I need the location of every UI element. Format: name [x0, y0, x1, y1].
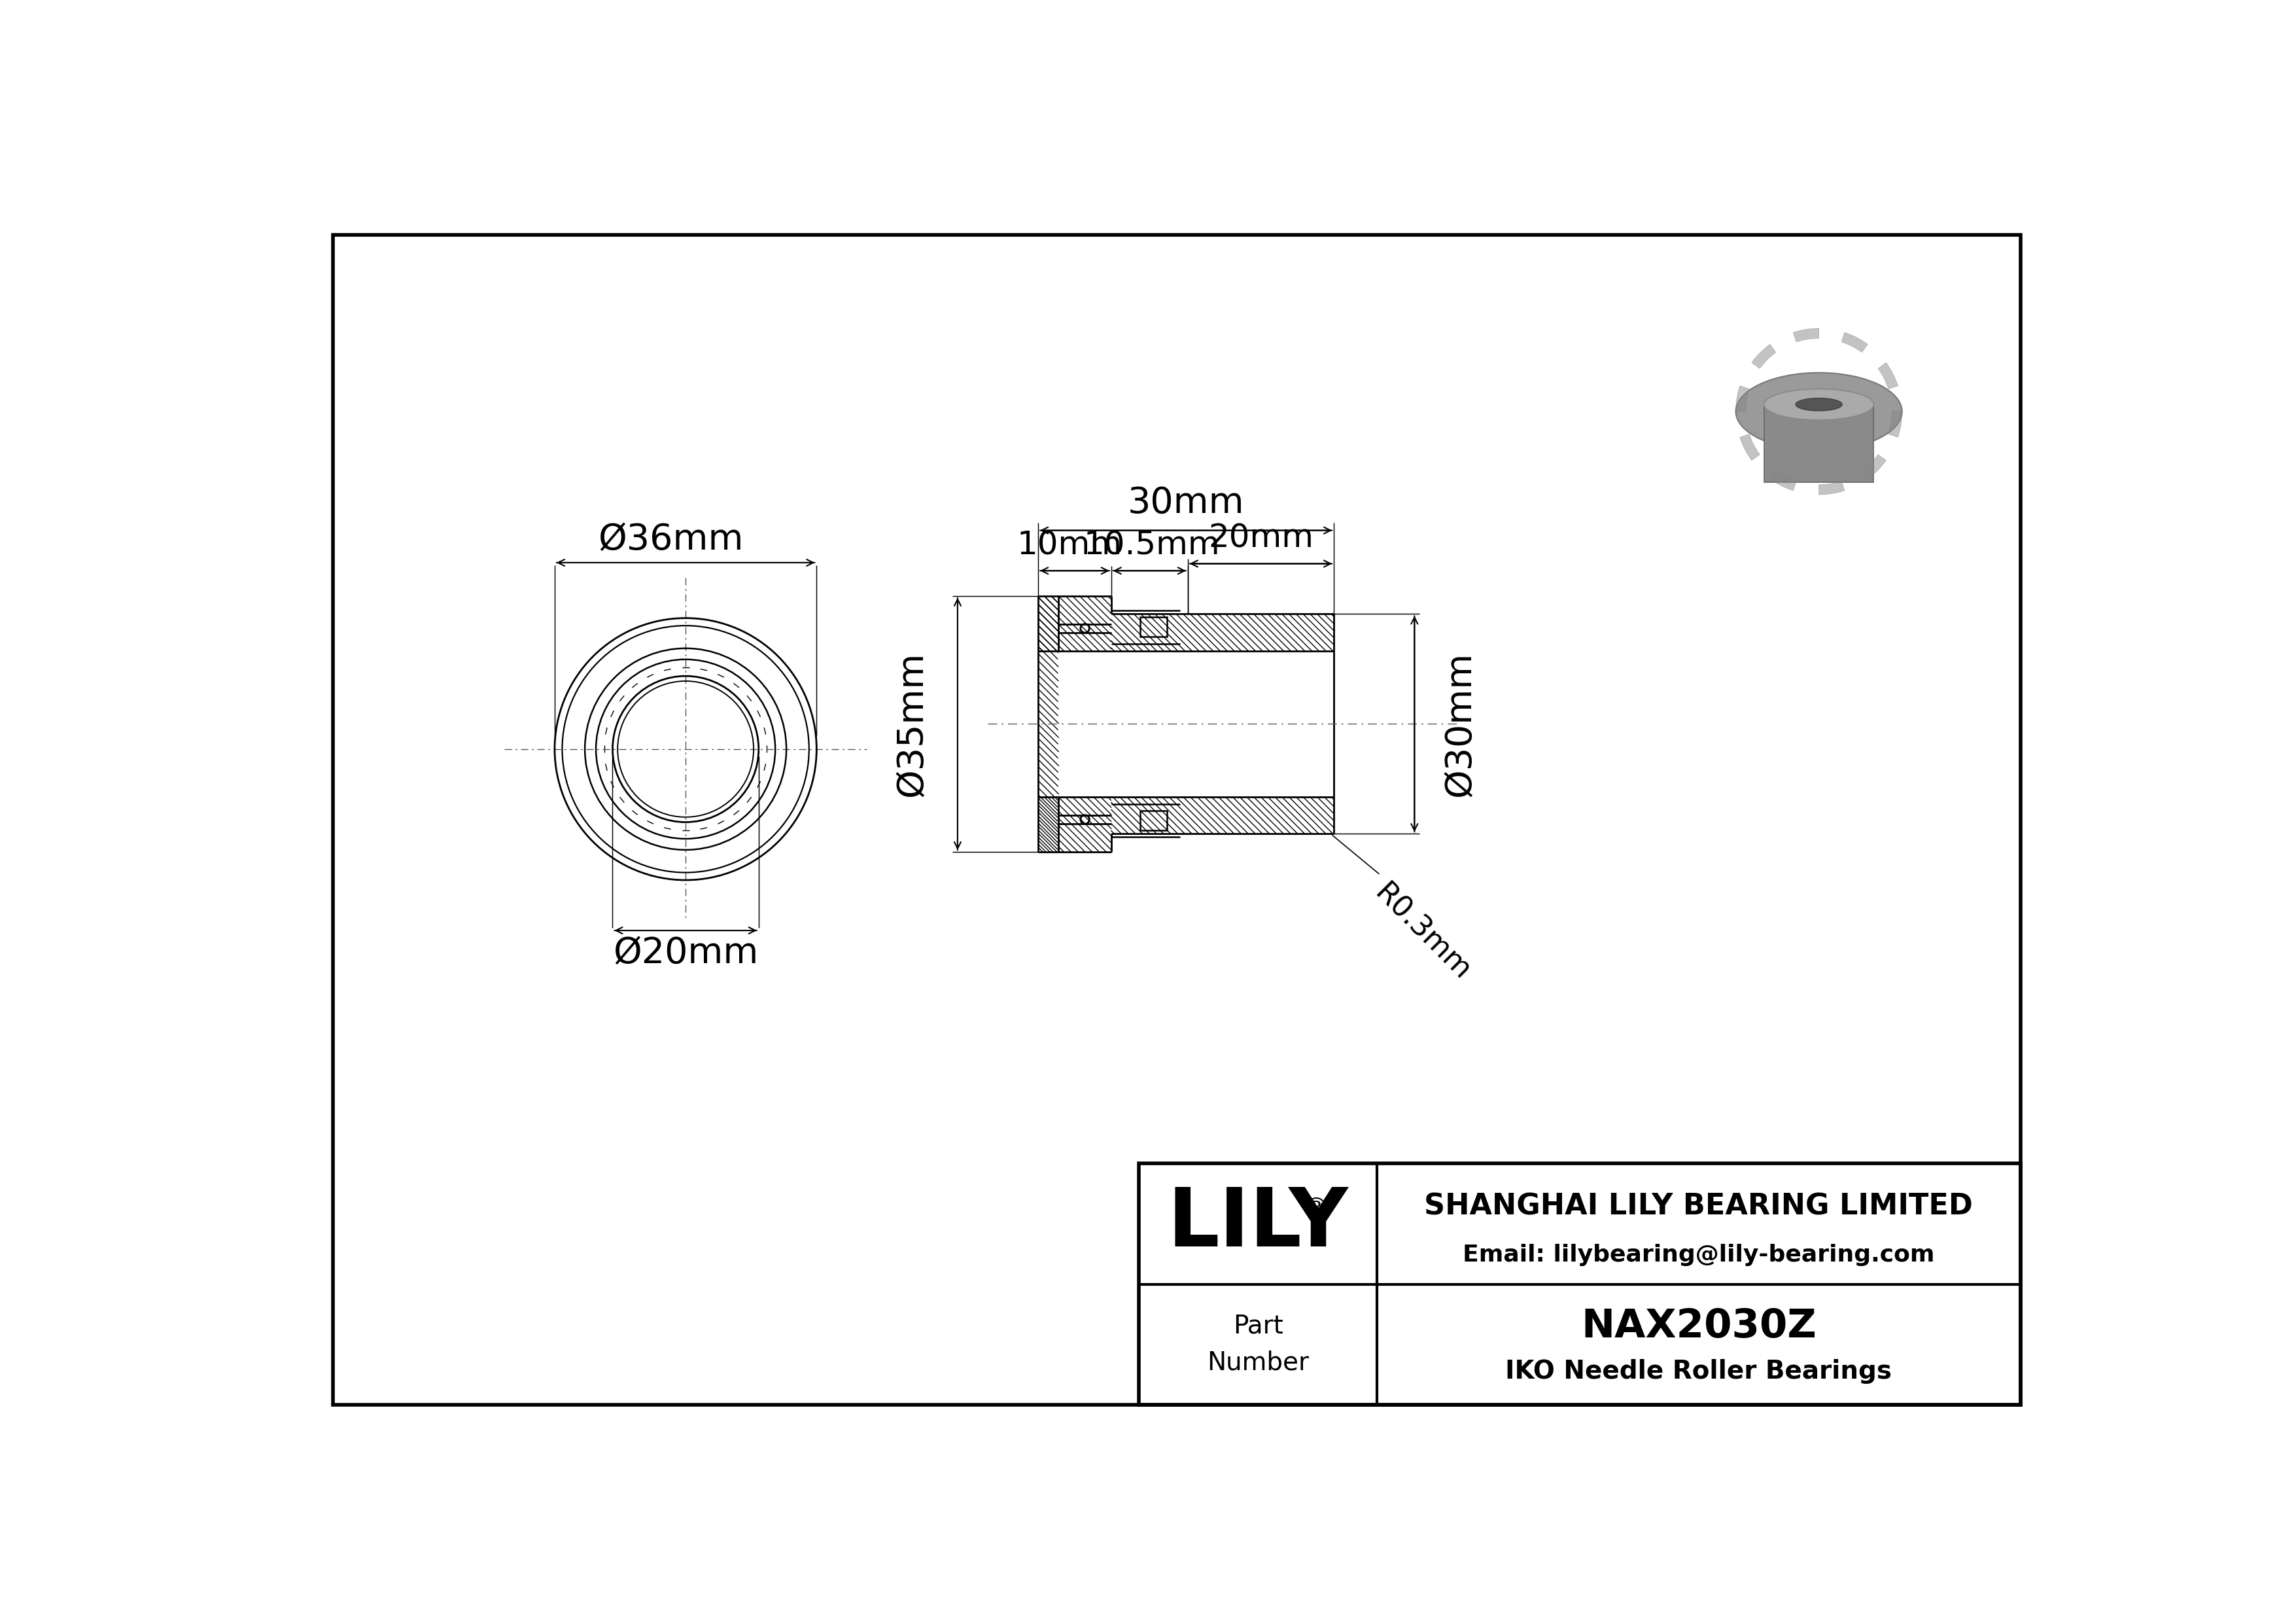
Text: R0.3mm: R0.3mm — [1368, 879, 1476, 986]
Text: 10.5mm: 10.5mm — [1084, 529, 1219, 562]
Wedge shape — [1818, 481, 1844, 495]
Wedge shape — [1887, 411, 1901, 437]
Text: 10mm: 10mm — [1017, 529, 1123, 562]
Wedge shape — [1862, 455, 1885, 479]
Bar — [1139, 810, 1166, 830]
Text: IKO Needle Roller Bearings: IKO Needle Roller Bearings — [1506, 1359, 1892, 1384]
Text: Ø36mm: Ø36mm — [597, 523, 744, 557]
Text: NAX2030Z: NAX2030Z — [1582, 1307, 1816, 1346]
Bar — [1139, 617, 1166, 637]
Wedge shape — [1770, 471, 1795, 490]
Wedge shape — [1740, 434, 1759, 460]
Text: 20mm: 20mm — [1208, 523, 1313, 554]
Text: Ø30mm: Ø30mm — [1442, 651, 1476, 797]
Ellipse shape — [1736, 374, 1901, 450]
Text: ®: ® — [1304, 1197, 1329, 1221]
Bar — [1139, 1163, 2020, 1405]
Text: LILY: LILY — [1166, 1184, 1348, 1263]
Text: SHANGHAI LILY BEARING LIMITED: SHANGHAI LILY BEARING LIMITED — [1424, 1192, 1972, 1221]
Text: Email: lilybearing@lily-bearing.com: Email: lilybearing@lily-bearing.com — [1463, 1244, 1936, 1267]
Text: 30mm: 30mm — [1127, 486, 1244, 520]
Wedge shape — [1793, 328, 1818, 343]
Wedge shape — [1878, 362, 1899, 388]
Text: Ø20mm: Ø20mm — [613, 935, 758, 971]
Wedge shape — [1752, 344, 1775, 369]
Wedge shape — [1736, 387, 1750, 411]
Wedge shape — [1841, 333, 1867, 352]
Bar — [1763, 404, 1874, 482]
Text: Part
Number: Part Number — [1208, 1314, 1309, 1376]
Ellipse shape — [1795, 398, 1841, 411]
Text: Ø35mm: Ø35mm — [895, 651, 930, 797]
Ellipse shape — [1763, 390, 1874, 421]
